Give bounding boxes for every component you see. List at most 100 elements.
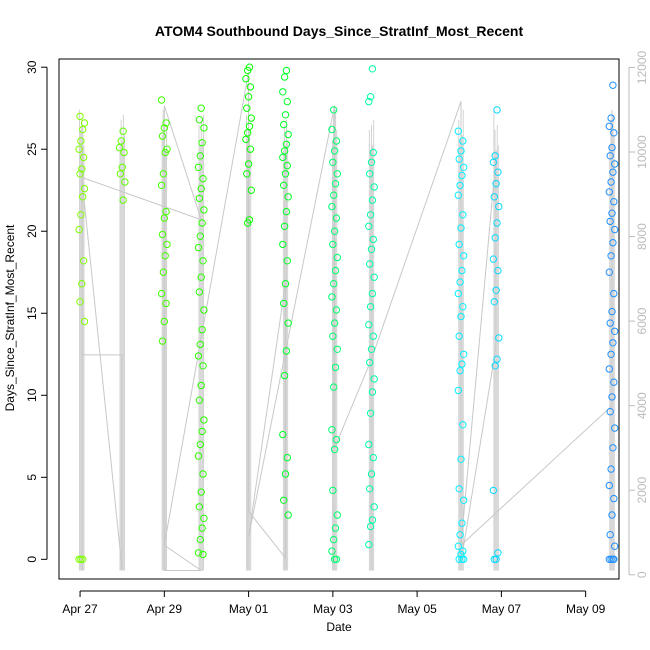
data-point: [330, 106, 338, 114]
data-point: [80, 119, 89, 127]
data-point: [491, 362, 499, 370]
data-point: [78, 280, 86, 288]
data-point: [332, 214, 341, 222]
data-point: [606, 152, 614, 160]
data-point: [366, 358, 374, 367]
data-point: [245, 63, 254, 71]
y2-tick-label: 12000: [635, 50, 649, 84]
data-point: [163, 145, 171, 153]
data-point: [157, 289, 166, 298]
data-point: [195, 194, 204, 203]
data-point: [80, 317, 89, 326]
plot-frame: [58, 58, 620, 580]
x-tick-label: May 07: [482, 602, 522, 616]
data-point: [366, 170, 374, 178]
data-point: [333, 253, 341, 262]
data-point: [605, 188, 613, 196]
data-point: [460, 252, 468, 260]
data-point: [610, 289, 618, 298]
data-point: [194, 243, 203, 252]
data-point: [611, 225, 619, 234]
data-point: [328, 125, 336, 134]
data-point: [456, 278, 464, 286]
data-point: [194, 549, 203, 557]
data-point: [492, 286, 500, 294]
data-point: [328, 293, 336, 301]
data-point: [459, 421, 467, 429]
data-point: [611, 327, 619, 335]
data-point: [158, 132, 167, 140]
data-point: [284, 130, 292, 139]
data-point: [245, 122, 254, 131]
data-point: [330, 191, 338, 199]
data-point: [281, 470, 290, 478]
data-point: [606, 408, 614, 416]
data-point: [283, 257, 291, 265]
data-point: [194, 352, 203, 360]
data-point: [491, 152, 499, 160]
data-point: [365, 440, 373, 449]
data-point: [366, 93, 375, 101]
data-point: [454, 289, 462, 298]
data-point: [605, 268, 613, 276]
data-point: [119, 196, 127, 204]
data-point: [609, 239, 617, 247]
data-point: [195, 116, 204, 124]
data-point: [329, 240, 337, 249]
data-point: [79, 193, 87, 201]
data-point: [607, 465, 615, 473]
data-point: [198, 524, 206, 532]
data-point: [75, 145, 83, 153]
data-point: [79, 555, 87, 563]
data-point: [457, 455, 465, 463]
data-point: [457, 312, 465, 321]
data-point: [115, 143, 124, 152]
y-tick-label: 20: [25, 224, 39, 238]
data-point: [458, 266, 466, 275]
data-point: [365, 222, 373, 231]
data-point: [244, 129, 252, 137]
y2-tick-label: 2000: [635, 477, 649, 504]
data-point: [608, 209, 616, 217]
data-point: [367, 345, 376, 353]
data-point: [195, 396, 204, 404]
data-point: [280, 299, 288, 308]
data-point: [118, 163, 126, 172]
data-point: [157, 181, 166, 190]
data-point: [368, 516, 377, 524]
data-point: [158, 230, 167, 239]
data-point: [365, 321, 373, 329]
data-points: [75, 63, 619, 563]
data-point: [460, 163, 468, 172]
y-tick-label: 5: [25, 474, 39, 481]
data-point: [366, 409, 375, 417]
data-point: [606, 531, 614, 539]
data-point: [366, 211, 375, 219]
data-point: [607, 252, 615, 260]
data-point: [370, 273, 378, 281]
data-point: [194, 163, 203, 172]
data-point: [160, 214, 169, 222]
data-point: [280, 222, 289, 231]
data-point: [283, 453, 291, 462]
data-point: [456, 367, 464, 375]
data-point: [494, 549, 502, 557]
data-point: [368, 388, 377, 396]
data-point: [490, 193, 498, 201]
data-point: [369, 235, 377, 244]
data-point: [160, 124, 169, 132]
data-point: [197, 104, 205, 112]
x-tick-label: May 05: [397, 602, 437, 616]
data-point: [610, 378, 618, 386]
data-point: [370, 375, 378, 383]
data-point: [494, 266, 502, 275]
data-point: [332, 555, 341, 563]
data-point: [605, 365, 613, 373]
data-point: [247, 186, 256, 194]
data-point: [495, 334, 503, 342]
data-point: [607, 114, 615, 122]
data-point: [200, 514, 208, 522]
data-point: [279, 153, 287, 162]
y2-tick-label: 4000: [635, 392, 649, 419]
data-point: [610, 494, 618, 503]
